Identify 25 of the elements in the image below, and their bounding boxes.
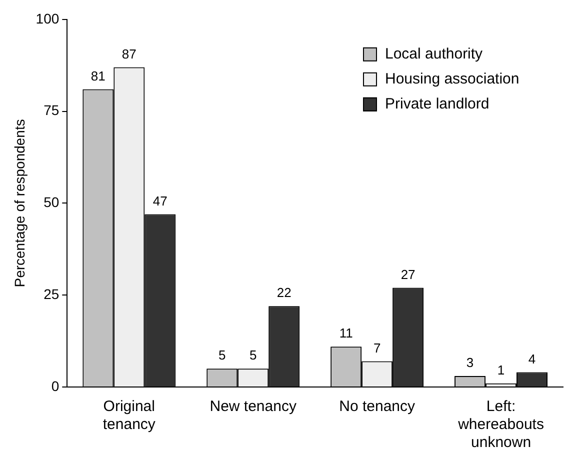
y-tick-label: 100 [36, 10, 60, 26]
data-label: 11 [339, 326, 353, 341]
legend-label: Private landlord [385, 96, 490, 113]
data-label: 7 [373, 340, 381, 356]
y-tick-label: 25 [44, 286, 60, 302]
data-label: 81 [90, 68, 106, 84]
data-label: 22 [276, 285, 292, 300]
data-label: 1 [497, 362, 505, 378]
x-tick-label: No tenancy [339, 398, 416, 416]
data-label: 5 [218, 348, 226, 363]
x-tick-label: New tenancy [210, 398, 297, 416]
data-label: 3 [466, 355, 474, 370]
data-label: 47 [152, 193, 168, 208]
x-tick-label: Original tenancy [102, 398, 156, 434]
y-tick-label: 50 [44, 194, 60, 210]
data-label: 27 [400, 266, 416, 282]
data-label: 5 [249, 348, 257, 363]
y-axis-title: Percentage of respondents [11, 119, 28, 288]
y-tick-label: 75 [44, 102, 60, 118]
legend-label: Local authority [385, 46, 484, 63]
data-label: 4 [528, 351, 536, 366]
data-label: 87 [122, 46, 136, 62]
legend-label: Housing association [385, 70, 520, 88]
y-tick-label: 0 [51, 378, 60, 394]
x-tick-label: Left: whereabouts unknown [457, 398, 544, 452]
